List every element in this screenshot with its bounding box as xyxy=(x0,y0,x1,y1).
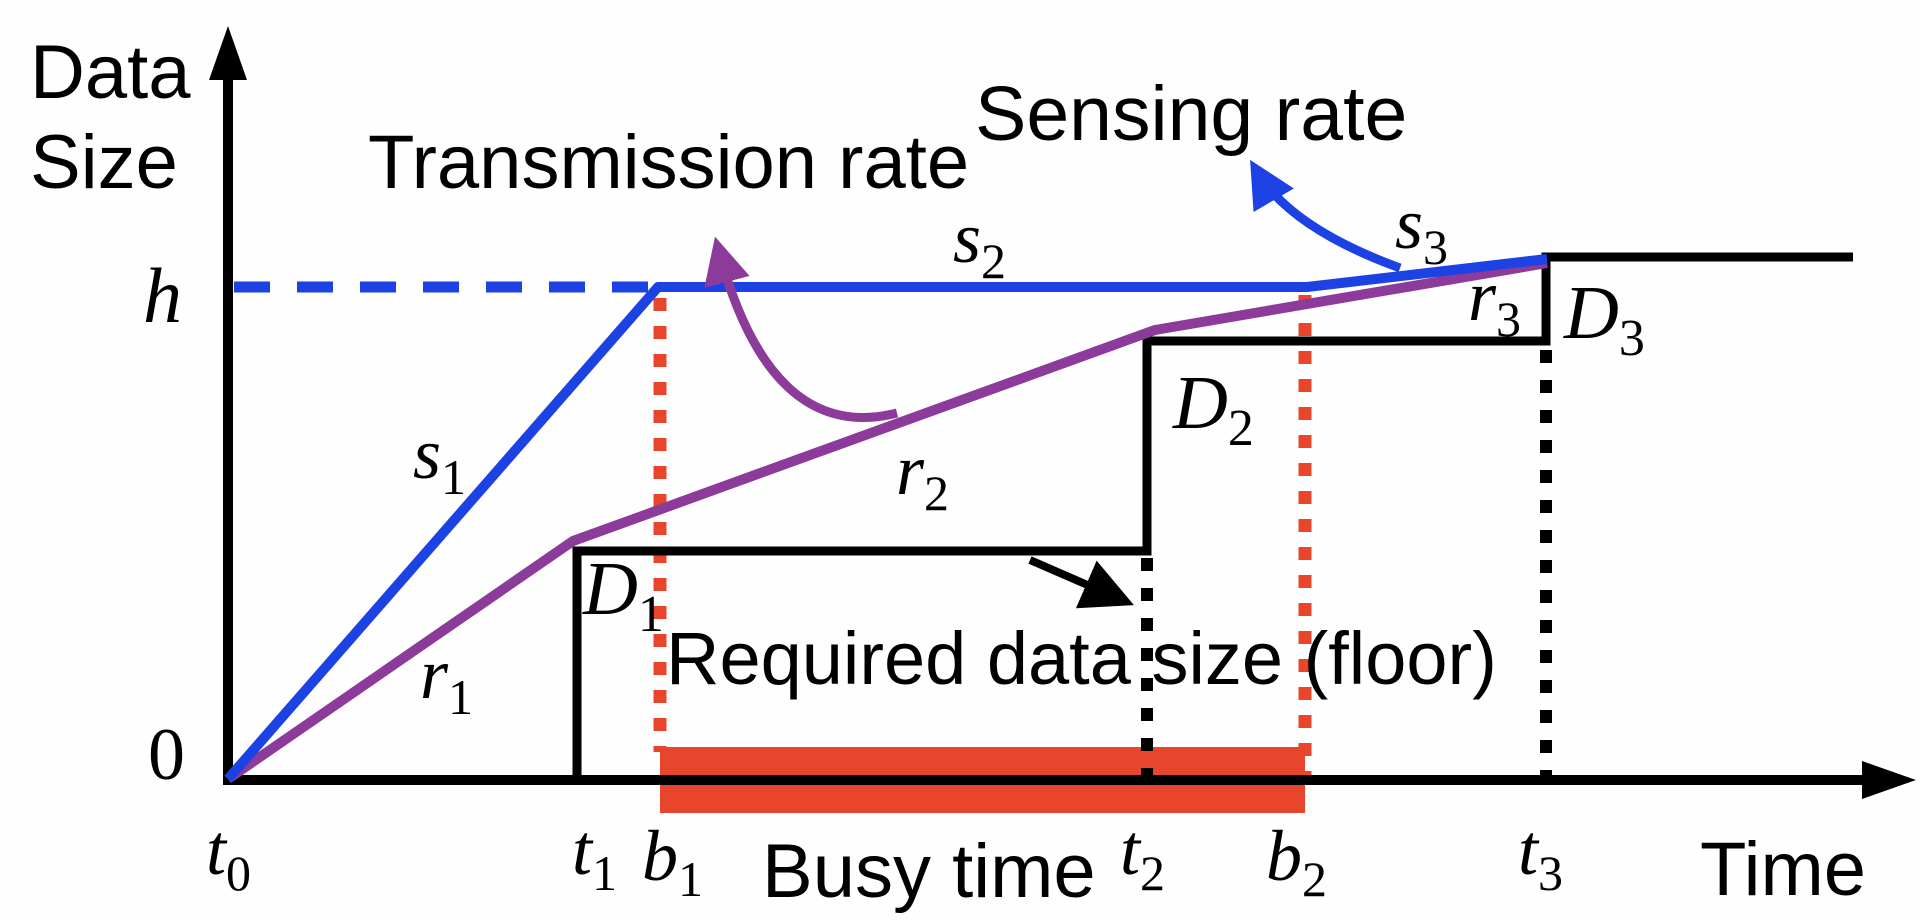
D3-label: D3 xyxy=(1563,271,1645,367)
tick-b2: b2 xyxy=(1266,816,1327,907)
h-level-label: h xyxy=(143,252,182,339)
transmission-rate-pointer-arrow xyxy=(704,236,899,422)
x-axis-title: Time xyxy=(1700,827,1866,912)
r1-label: r1 xyxy=(420,634,473,725)
required-floor-label: Required data size (floor) xyxy=(666,617,1497,700)
origin-label: 0 xyxy=(148,714,185,796)
r3-label: r3 xyxy=(1468,256,1521,347)
y-axis-title-line2: Size xyxy=(30,120,178,205)
transmission-rate-curve xyxy=(225,258,1548,784)
x-axis-arrowhead xyxy=(1862,761,1916,799)
tick-b1: b1 xyxy=(642,816,703,907)
tick-t3: t3 xyxy=(1518,810,1563,901)
s1-label: s1 xyxy=(413,414,466,505)
tick-t0: t0 xyxy=(206,810,251,901)
sensing-rate-pointer-arrow xyxy=(1250,159,1402,273)
sensing-rate-label: Sensing rate xyxy=(975,71,1407,157)
y-axis-arrowhead xyxy=(209,26,247,80)
transmission-rate-label: Transmission rate xyxy=(368,120,969,205)
s2-label: s2 xyxy=(953,198,1006,289)
tick-t1: t1 xyxy=(572,810,617,901)
s3-label: s3 xyxy=(1395,184,1448,275)
busy-time-label: Busy time xyxy=(762,829,1096,914)
D1-label: D1 xyxy=(582,547,664,643)
r2-label: r2 xyxy=(896,430,949,521)
D2-label: D2 xyxy=(1172,361,1254,457)
y-axis-title-line1: Data xyxy=(30,30,191,115)
sensing-rate-curve xyxy=(224,254,1548,783)
tick-t2: t2 xyxy=(1120,810,1165,901)
required-floor-step-line xyxy=(572,252,1853,779)
required-floor-pointer-arrow xyxy=(1028,556,1134,609)
